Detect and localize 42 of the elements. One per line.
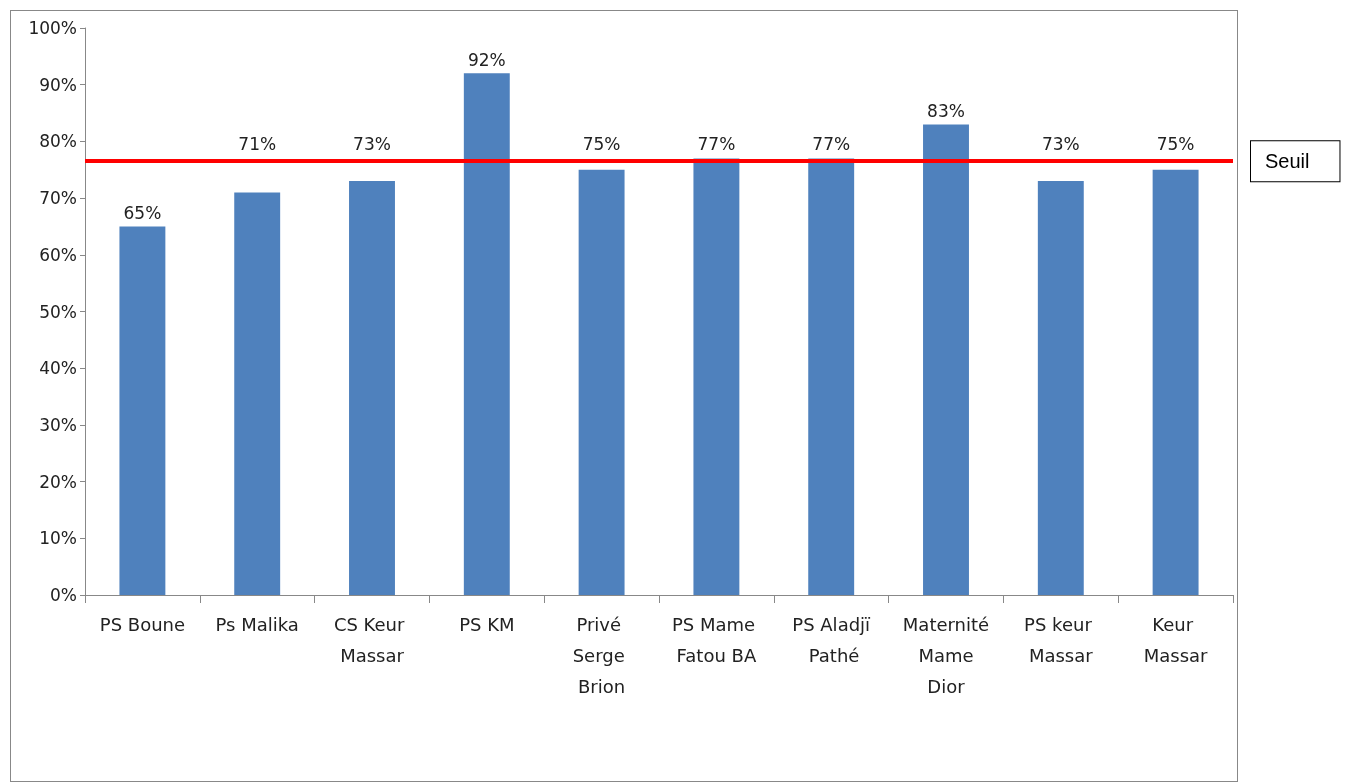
data-label: 75% (582, 133, 621, 154)
bar (578, 169, 625, 595)
bar (693, 158, 740, 595)
x-tick-label: PS Mame Fatou BA (671, 614, 761, 666)
bar (119, 226, 166, 595)
x-tick-label: PS KM (459, 614, 515, 635)
x-tick-label: Maternité Mame Dior (902, 614, 990, 697)
y-tick-label: 10% (39, 528, 77, 549)
ref-line-label: Seuil (1265, 150, 1310, 173)
y-tick-label: 0% (50, 585, 77, 605)
data-label: 73% (1041, 134, 1080, 155)
x-tick-label: Privé Serge Brion (572, 614, 631, 697)
data-label: 65% (123, 202, 162, 223)
data-label: 73% (353, 134, 391, 155)
data-label: 75% (1156, 133, 1195, 154)
y-tick-label: 50% (39, 301, 77, 322)
x-tick-label: PS Aladjï Pathé (792, 614, 872, 666)
bar (1037, 181, 1084, 595)
bar (923, 124, 969, 595)
x-tick-label: PS keur Massar (1024, 614, 1098, 666)
bar (808, 158, 855, 595)
bar (1152, 169, 1199, 595)
y-tick-label: 80% (39, 131, 77, 152)
y-tick-label: 60% (39, 244, 77, 265)
bar (349, 181, 395, 595)
y-tick-label: 70% (39, 188, 77, 209)
data-label: 77% (697, 133, 736, 154)
x-tick-label: Ps Malika (215, 614, 299, 635)
y-tick-label: 40% (39, 358, 77, 379)
bar (234, 192, 281, 595)
data-label: 92% (467, 49, 506, 70)
y-tick-label: 20% (39, 471, 77, 492)
x-tick-label: CS Keur Massar (333, 614, 411, 666)
y-tick-label: 90% (39, 74, 77, 95)
x-tick-label: PS Boune (99, 614, 186, 635)
y-tick-label: 100% (28, 18, 77, 38)
data-label: 71% (238, 134, 277, 155)
x-tick-label: Keur Massar (1143, 614, 1209, 666)
bar (463, 73, 510, 595)
y-tick-label: 30% (39, 414, 77, 435)
data-label: 83% (927, 100, 965, 121)
data-label: 77% (812, 133, 851, 154)
